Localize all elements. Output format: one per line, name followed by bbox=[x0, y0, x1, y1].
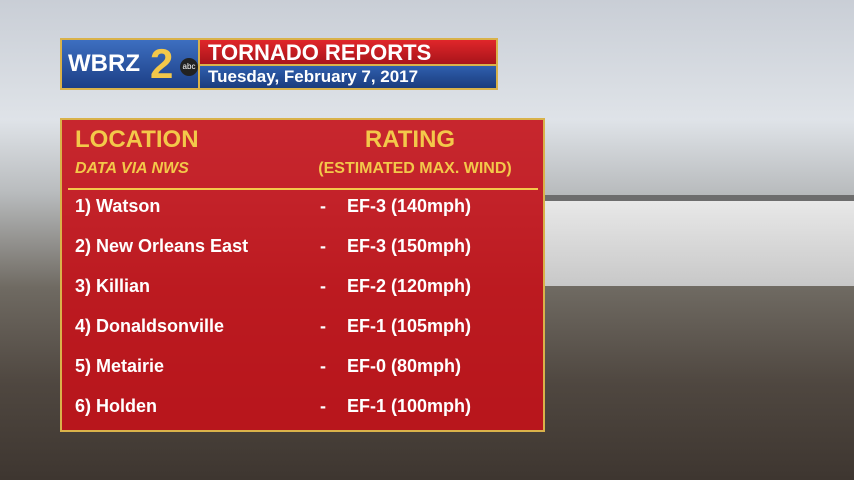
column-subtitle: (ESTIMATED MAX. WIND) bbox=[318, 160, 512, 177]
divider bbox=[68, 188, 538, 190]
location: 5) Metairie bbox=[75, 356, 165, 376]
table-panel bbox=[60, 118, 545, 432]
separator: - bbox=[320, 196, 326, 216]
separator: - bbox=[320, 316, 326, 336]
separator: - bbox=[320, 396, 326, 416]
separator: - bbox=[320, 356, 326, 376]
channel-number: 2 bbox=[150, 40, 174, 87]
rating: EF-2 (120mph) bbox=[347, 276, 472, 296]
network-logo: abc bbox=[180, 58, 198, 76]
location: 3) Killian bbox=[75, 276, 151, 296]
date: Tuesday, February 7, 2017 bbox=[200, 66, 498, 90]
rating: EF-3 (140mph) bbox=[347, 196, 472, 216]
rating: EF-1 (100mph) bbox=[347, 396, 472, 416]
separator: - bbox=[320, 236, 326, 256]
rating: EF-3 (150mph) bbox=[347, 236, 472, 256]
title: TORNADO REPORTS bbox=[200, 38, 498, 66]
rating: EF-0 (80mph) bbox=[347, 356, 462, 376]
separator: - bbox=[320, 276, 326, 296]
column-subtitle: DATA VIA NWS bbox=[75, 160, 189, 177]
column-title: RATING bbox=[364, 126, 456, 153]
logo-text: WBRZ bbox=[68, 50, 140, 77]
column-title: LOCATION bbox=[75, 126, 199, 153]
background-trailer bbox=[545, 195, 854, 286]
location: 6) Holden bbox=[75, 396, 158, 416]
location: 4) Donaldsonville bbox=[75, 316, 225, 336]
logo-box bbox=[60, 38, 200, 90]
location: 1) Watson bbox=[75, 196, 161, 216]
rating: EF-1 (105mph) bbox=[347, 316, 472, 336]
location: 2) New Orleans East bbox=[75, 236, 249, 256]
